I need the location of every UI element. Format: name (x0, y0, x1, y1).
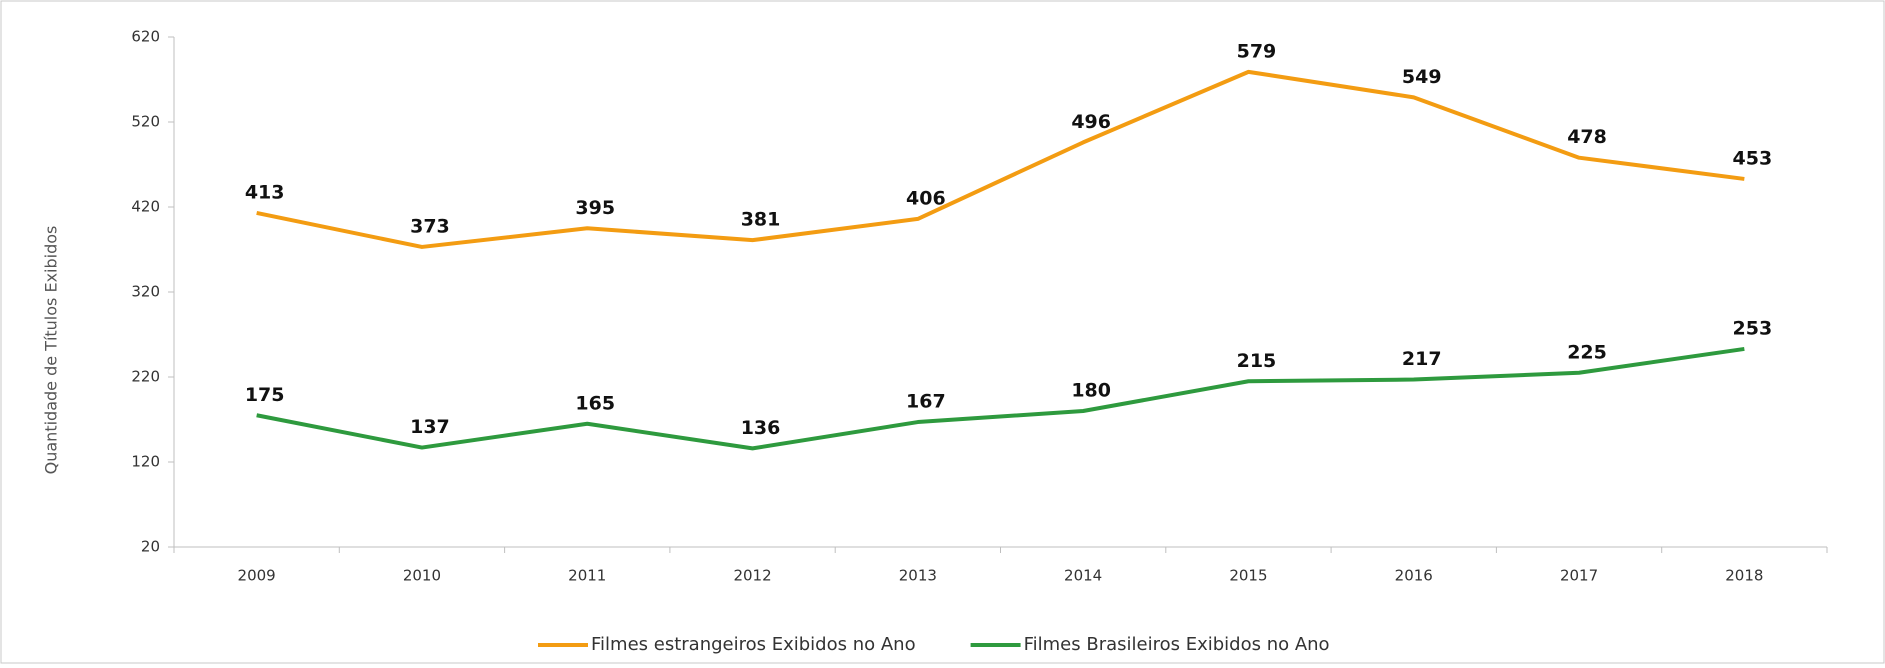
data-label: 217 (1402, 348, 1442, 370)
y-tick-label: 120 (131, 453, 160, 471)
x-tick-label: 2017 (1560, 567, 1598, 585)
x-tick-label: 2018 (1725, 567, 1763, 585)
series-line (256, 346, 1745, 451)
x-tick-label: 2012 (733, 567, 771, 585)
legend-label: Filmes Brasileiros Exibidos no Ano (1024, 634, 1330, 655)
x-tick-label: 2016 (1395, 567, 1433, 585)
data-label: 453 (1733, 147, 1773, 169)
data-label: 395 (575, 197, 615, 219)
data-label: 381 (741, 209, 781, 231)
x-tick-label: 2014 (1064, 567, 1102, 585)
data-label: 136 (741, 417, 781, 439)
x-tick-label: 2015 (1229, 567, 1267, 585)
x-tick-label: 2009 (238, 567, 276, 585)
data-label: 167 (906, 391, 946, 413)
data-label: 225 (1567, 341, 1607, 363)
data-label: 165 (575, 392, 615, 414)
y-tick-label: 320 (131, 283, 160, 301)
y-axis-label: Quantidade de Títulos Exibidos (42, 226, 61, 475)
data-label: 478 (1567, 126, 1607, 148)
y-tick-label: 520 (131, 113, 160, 131)
data-label: 413 (245, 181, 285, 203)
data-label: 215 (1237, 350, 1277, 372)
data-label: 549 (1402, 66, 1442, 88)
data-label: 137 (410, 416, 450, 438)
y-tick-label: 220 (131, 368, 160, 386)
x-tick-label: 2013 (899, 567, 937, 585)
data-label: 253 (1733, 317, 1773, 339)
y-tick-label: 620 (131, 28, 160, 46)
y-tick-label: 20 (141, 538, 160, 556)
data-label: 406 (906, 187, 946, 209)
series-line (256, 69, 1745, 249)
x-tick-label: 2010 (403, 567, 441, 585)
x-tick-label: 2011 (568, 567, 606, 585)
data-label: 579 (1237, 40, 1277, 62)
legend-label: Filmes estrangeiros Exibidos no Ano (591, 634, 916, 655)
data-label: 175 (245, 384, 285, 406)
data-label: 496 (1071, 111, 1111, 133)
data-label: 373 (410, 215, 450, 237)
data-label: 180 (1071, 380, 1111, 402)
y-tick-label: 420 (131, 198, 160, 216)
